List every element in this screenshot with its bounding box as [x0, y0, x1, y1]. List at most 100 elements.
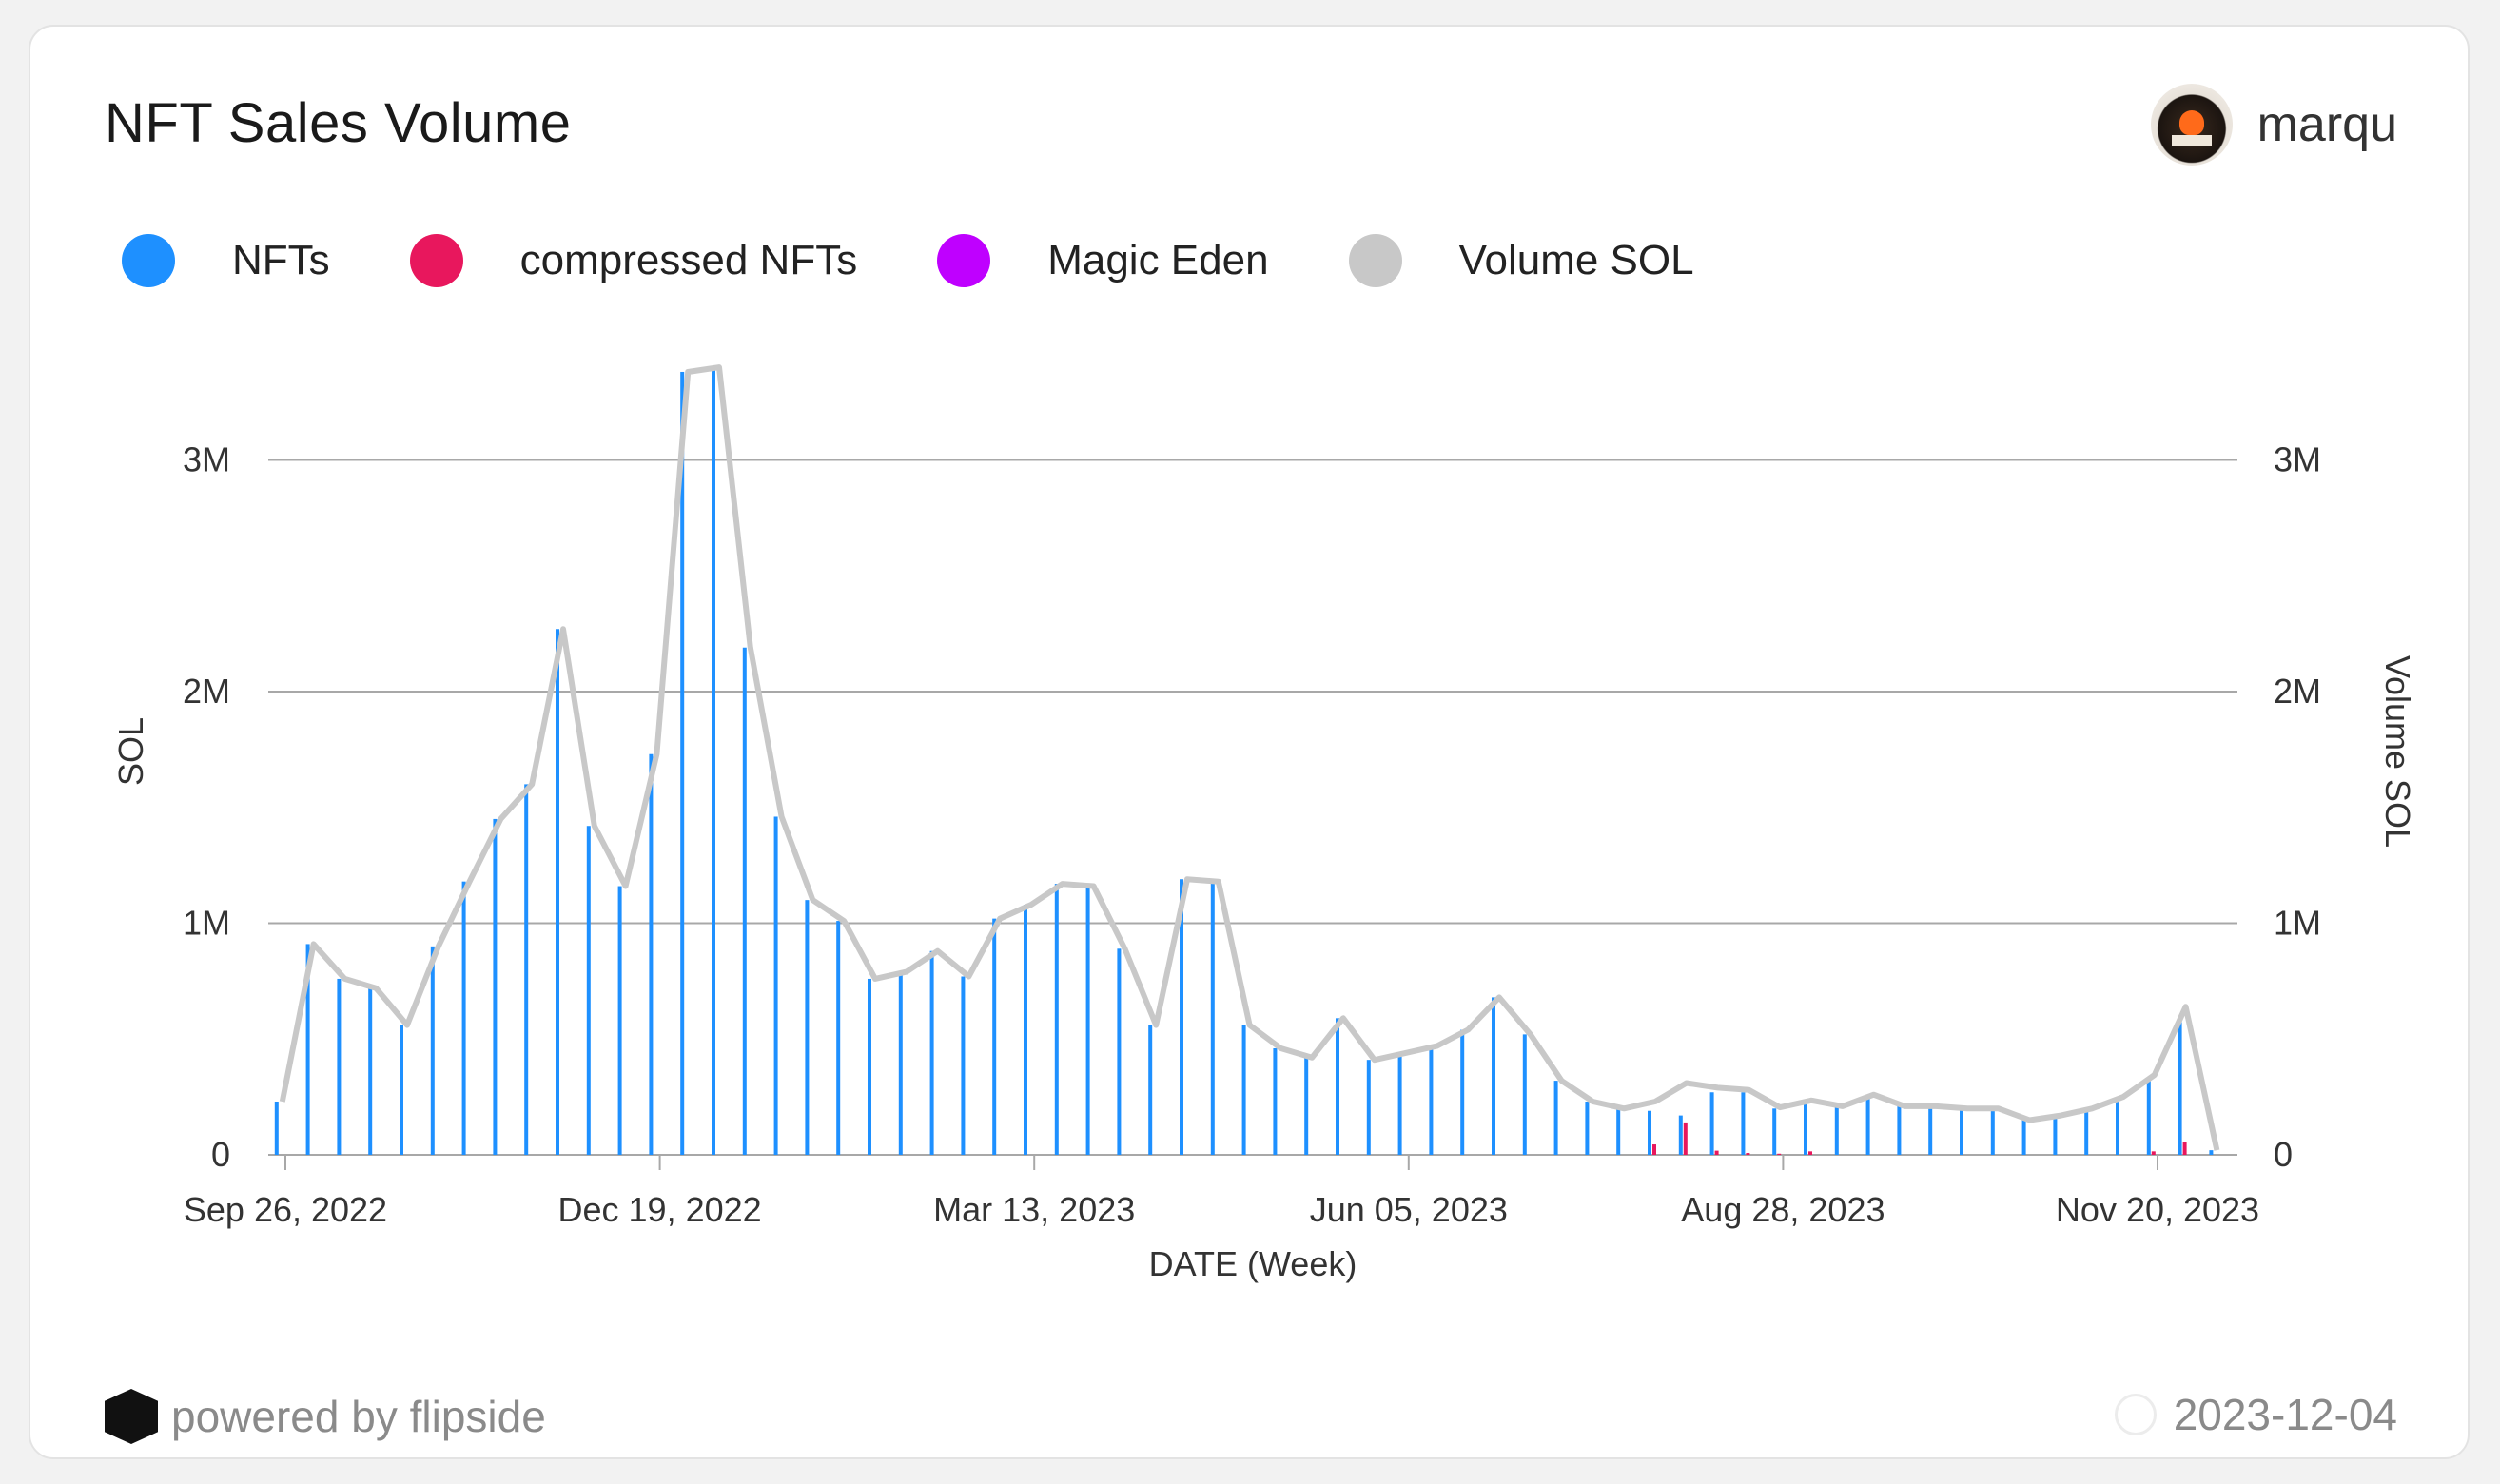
- bar-nfts: [337, 978, 342, 1155]
- bar-nfts: [1117, 948, 1122, 1155]
- bar-nfts: [1273, 1047, 1278, 1155]
- bar-nfts: [1709, 1092, 1714, 1155]
- x-tick-label: Nov 20, 2023: [2056, 1190, 2259, 1229]
- bar-nfts: [1553, 1081, 1558, 1155]
- bar-nfts: [2209, 1150, 2214, 1155]
- bar-compressed-nfts: [1683, 1122, 1688, 1155]
- bar-nfts: [992, 918, 997, 1155]
- y-tick-label-left: 0: [211, 1135, 230, 1174]
- bar-nfts: [805, 900, 810, 1155]
- bar-nfts: [742, 647, 747, 1155]
- bar-nfts: [1928, 1105, 1933, 1155]
- bar-nfts: [1585, 1101, 1590, 1155]
- username[interactable]: marqu: [2256, 97, 2397, 152]
- bar-nfts: [2178, 1020, 2182, 1155]
- chart-card: NFT Sales Volume marqu NFTs compressed N…: [29, 25, 2470, 1459]
- bar-nfts: [1897, 1105, 1902, 1155]
- refresh-date: 2023-12-04: [2114, 1389, 2397, 1440]
- bar-nfts: [305, 944, 310, 1155]
- bar-nfts: [368, 987, 373, 1155]
- bar-nfts: [1492, 997, 1495, 1155]
- bar-nfts: [1148, 1025, 1153, 1155]
- legend-label: Magic Eden: [1047, 237, 1269, 283]
- y-axis-title-right: Volume SOL: [2378, 655, 2417, 848]
- legend-dot: [1348, 234, 1402, 287]
- bar-nfts: [1960, 1108, 1963, 1155]
- y-tick-label-right: 3M: [2274, 440, 2321, 479]
- bar-nfts: [1460, 1029, 1465, 1155]
- refresh-date-label: 2023-12-04: [2173, 1390, 2397, 1439]
- bar-nfts: [2021, 1120, 2026, 1155]
- bar-compressed-nfts: [2151, 1151, 2156, 1155]
- legend-dot: [409, 234, 463, 287]
- line-volume-sol: [279, 364, 2220, 1151]
- x-tick-label: Sep 26, 2022: [184, 1190, 387, 1229]
- bar-compressed-nfts: [1808, 1151, 1812, 1155]
- legend-item-nfts[interactable]: NFTs: [122, 234, 330, 287]
- y-tick-label-right: 0: [2274, 1135, 2293, 1174]
- y-tick-label-right: 1M: [2274, 904, 2321, 943]
- bar-nfts: [1990, 1108, 1995, 1155]
- bar-nfts: [961, 976, 966, 1155]
- powered-by[interactable]: powered by flipside: [105, 1389, 546, 1444]
- bar-nfts: [898, 971, 903, 1155]
- bar-nfts: [1865, 1094, 1870, 1155]
- user-avatar[interactable]: [2150, 84, 2233, 166]
- x-tick-label: Jun 05, 2023: [1310, 1190, 1508, 1229]
- bar-nfts: [773, 816, 778, 1155]
- bar-nfts: [712, 367, 715, 1156]
- bar-compressed-nfts: [1714, 1150, 1719, 1155]
- legend-label: Volume SOL: [1458, 237, 1694, 283]
- y-tick-label-left: 1M: [183, 904, 230, 943]
- bar-nfts: [2084, 1108, 2089, 1155]
- bar-nfts: [2146, 1078, 2151, 1155]
- bar-nfts: [2053, 1115, 2058, 1155]
- bar-nfts: [649, 753, 654, 1155]
- bar-compressed-nfts: [1777, 1153, 1782, 1155]
- legend-item-compressed-nfts[interactable]: compressed NFTs: [409, 234, 857, 287]
- bar-nfts: [1054, 884, 1059, 1155]
- bar-nfts: [1304, 1057, 1309, 1155]
- legend-dot: [937, 234, 991, 287]
- legend-label: NFTs: [232, 237, 330, 283]
- bar-nfts: [586, 826, 591, 1155]
- y-tick-label-right: 2M: [2274, 672, 2321, 711]
- bar-nfts: [1336, 1018, 1339, 1155]
- bar-nfts: [1241, 1025, 1246, 1155]
- legend-item-volume-sol[interactable]: Volume SOL: [1348, 234, 1694, 287]
- bar-nfts: [400, 1025, 403, 1155]
- chart-title: NFT Sales Volume: [105, 92, 572, 154]
- chart-plot: 0 0 1M 1M 2M 2M 3M 3M Sep 26, 2022 Dec 19, 2022 Ma…: [111, 364, 2417, 1283]
- bar-nfts: [1180, 879, 1183, 1155]
- legend-item-magic-eden[interactable]: Magic Eden: [937, 234, 1269, 287]
- bar-nfts: [1429, 1045, 1434, 1155]
- bar-nfts: [430, 946, 435, 1155]
- bar-nfts: [1210, 881, 1215, 1155]
- bar-nfts: [1366, 1060, 1371, 1155]
- chart-legend: NFTs compressed NFTs Magic Eden Volume S…: [122, 234, 1774, 287]
- x-tick-label: Mar 13, 2023: [933, 1190, 1135, 1229]
- y-tick-label-left: 3M: [183, 440, 230, 479]
- y-axis-title-left: SOL: [111, 717, 150, 786]
- bar-nfts: [836, 921, 841, 1155]
- bar-compressed-nfts: [1652, 1144, 1656, 1155]
- bar-nfts: [274, 1101, 279, 1155]
- y-tick-label-left: 2M: [183, 672, 230, 711]
- bar-nfts: [1648, 1110, 1651, 1155]
- bar-nfts: [524, 784, 529, 1155]
- bar-nfts: [617, 886, 622, 1155]
- x-tick-label: Dec 19, 2022: [558, 1190, 762, 1229]
- bar-nfts: [680, 371, 685, 1156]
- bar-nfts: [1397, 1052, 1402, 1155]
- bar-nfts: [1678, 1115, 1683, 1155]
- bar-nfts: [1834, 1105, 1839, 1155]
- bar-nfts: [2116, 1097, 2119, 1155]
- bar-compressed-nfts: [2182, 1142, 2187, 1155]
- bar-nfts: [1772, 1108, 1777, 1155]
- bar-nfts: [1085, 886, 1090, 1155]
- user-badge[interactable]: marqu: [2150, 82, 2397, 167]
- bar-nfts: [493, 818, 498, 1155]
- bar-nfts: [1741, 1092, 1746, 1155]
- bar-nfts: [1616, 1108, 1621, 1155]
- bar-nfts: [929, 950, 934, 1155]
